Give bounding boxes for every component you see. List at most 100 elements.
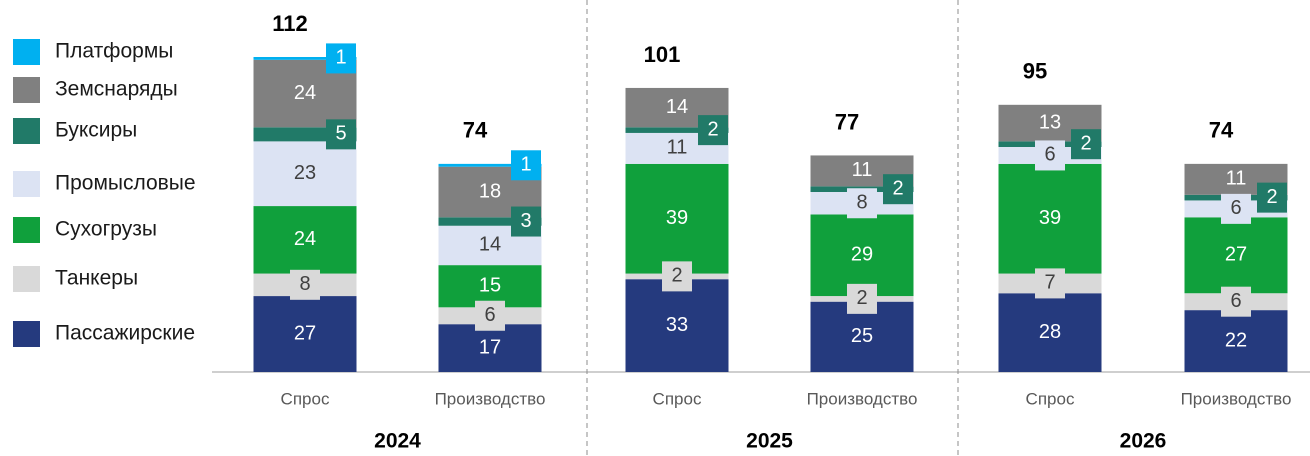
value-label-box (511, 206, 541, 237)
value-label-box (1071, 129, 1101, 160)
bar-segment (810, 214, 914, 297)
value-label-box (698, 115, 728, 146)
value-label: 25 (851, 325, 873, 347)
legend-swatch (13, 321, 40, 347)
value-label: 18 (479, 180, 501, 202)
value-label: 5 (335, 123, 346, 145)
bar-segment (625, 163, 729, 274)
total-label: 74 (463, 118, 488, 143)
value-label-box (511, 150, 541, 181)
value-label: 6 (484, 304, 495, 326)
value-label: 1 (520, 154, 531, 176)
value-label: 13 (1039, 111, 1061, 133)
legend-swatch (13, 171, 40, 197)
bar-segment (438, 217, 542, 226)
category-label: Производство (807, 389, 918, 408)
group-label: 2025 (746, 430, 793, 453)
value-label: 3 (520, 210, 531, 232)
bar-segment (253, 296, 357, 372)
legend-label: Промысловые (55, 172, 196, 195)
value-label: 24 (294, 228, 316, 250)
value-label: 15 (479, 275, 501, 297)
total-label: 74 (1209, 118, 1234, 143)
total-label: 112 (272, 11, 308, 36)
bar-segment (438, 163, 542, 167)
value-label: 14 (479, 234, 501, 256)
bar-segment (438, 324, 542, 372)
legend-label: Буксиры (55, 119, 137, 142)
legend-label: Пассажирские (55, 322, 195, 345)
bar-segment (625, 279, 729, 372)
bar-segment (438, 265, 542, 308)
category-label: Спрос (1026, 389, 1075, 408)
bar-segment (253, 141, 357, 207)
value-label: 2 (1080, 132, 1091, 154)
value-label: 11 (852, 159, 873, 181)
value-label: 8 (299, 273, 310, 295)
value-label-box (475, 300, 505, 331)
value-label: 29 (851, 244, 873, 266)
value-label: 2 (671, 265, 682, 287)
value-label: 17 (479, 336, 501, 358)
value-label: 11 (667, 137, 688, 159)
value-label: 1 (335, 47, 346, 69)
value-label-box (662, 261, 692, 292)
value-label-box (1035, 140, 1065, 171)
value-label: 2 (892, 177, 903, 199)
legend-label: Танкеры (55, 267, 138, 290)
value-label: 39 (1039, 207, 1061, 229)
value-label: 28 (1039, 321, 1061, 343)
bar-segment (625, 127, 729, 133)
value-label: 11 (1226, 168, 1247, 190)
legend-label: Сухогрузы (55, 218, 157, 241)
value-label: 27 (1225, 244, 1247, 266)
bar-segment (998, 293, 1102, 372)
total-label: 95 (1023, 59, 1047, 84)
value-label: 2 (707, 118, 718, 140)
group-label: 2026 (1120, 430, 1167, 453)
value-label: 14 (666, 96, 688, 118)
category-label: Производство (1181, 389, 1292, 408)
total-label: 101 (644, 42, 681, 67)
value-label: 6 (1230, 290, 1241, 312)
legend-swatch (13, 217, 40, 243)
legend-label: Земснаряды (55, 78, 178, 101)
value-label-box (1257, 182, 1287, 213)
legend-label: Платформы (55, 40, 173, 63)
value-label-box (290, 269, 320, 300)
bar-segment (1184, 310, 1288, 372)
value-label: 23 (294, 162, 316, 184)
value-label-box (1221, 193, 1251, 224)
legend-swatch (13, 118, 40, 144)
bar-segment (1184, 217, 1288, 294)
bar-segment (253, 57, 357, 60)
value-label-box (847, 188, 877, 219)
legend-swatch (13, 77, 40, 103)
group-label: 2024 (374, 430, 421, 453)
legend-swatch (13, 266, 40, 292)
value-label: 27 (294, 322, 316, 344)
category-label: Спрос (281, 389, 330, 408)
value-label-box (326, 119, 356, 150)
category-label: Спрос (653, 389, 702, 408)
value-label: 24 (294, 82, 316, 104)
value-label: 22 (1225, 329, 1247, 351)
value-label: 2 (856, 287, 867, 309)
total-label: 77 (835, 109, 859, 134)
value-label: 7 (1044, 272, 1055, 294)
value-label-box (1035, 268, 1065, 299)
value-label-box (847, 283, 877, 314)
value-label: 33 (666, 314, 688, 336)
value-label-box (1221, 286, 1251, 317)
value-label: 6 (1230, 197, 1241, 219)
value-label: 2 (1266, 186, 1277, 208)
value-label: 6 (1044, 144, 1055, 166)
value-label-box (883, 174, 913, 205)
bar-segment (998, 163, 1102, 274)
value-label: 39 (666, 207, 688, 229)
legend-swatch (13, 39, 40, 65)
bar-segment (253, 206, 357, 274)
category-label: Производство (435, 389, 546, 408)
value-label: 8 (856, 192, 867, 214)
